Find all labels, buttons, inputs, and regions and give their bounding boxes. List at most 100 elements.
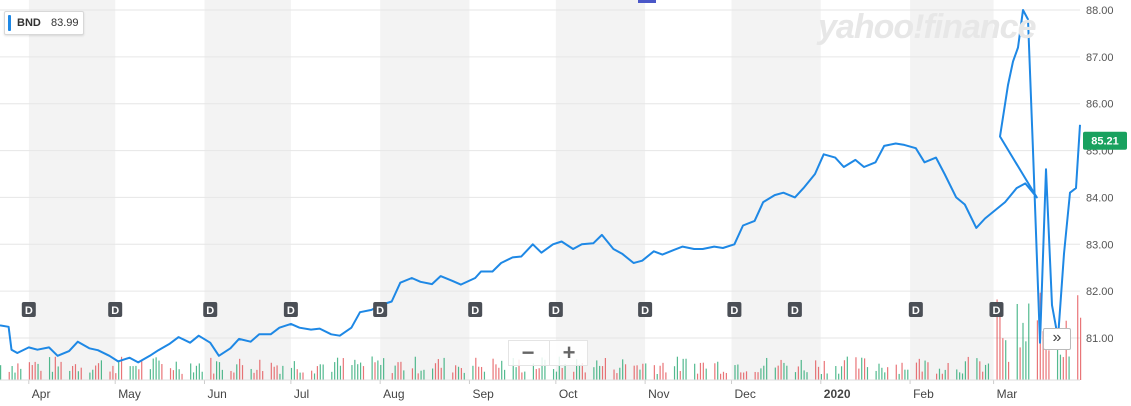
volume-bar <box>34 361 36 380</box>
dividend-marker-box <box>373 302 388 317</box>
y-tick-label: 86.00 <box>1086 99 1114 111</box>
volume-bar <box>979 361 981 380</box>
range-selector-marker[interactable] <box>638 0 656 3</box>
zoom-out-button[interactable]: − <box>521 340 535 365</box>
dividend-marker[interactable]: D <box>108 302 123 317</box>
volume-bar <box>846 356 848 380</box>
volume-bar <box>1062 357 1064 380</box>
dividend-marker[interactable]: D <box>989 302 1004 317</box>
dividend-marker-label: D <box>471 305 479 317</box>
volume-bar <box>161 364 163 380</box>
volume-bar <box>95 365 97 380</box>
volume-bar <box>40 370 42 380</box>
dividend-marker-box <box>727 302 742 317</box>
volume-bar <box>92 369 94 380</box>
dividend-marker-box <box>203 302 218 317</box>
volume-bar <box>259 359 261 380</box>
expand-chart-button[interactable]: » <box>1043 328 1071 350</box>
volume-bar <box>400 361 402 380</box>
volume-bar <box>996 299 998 380</box>
volume-bar <box>518 359 520 380</box>
volume-bar <box>377 360 379 380</box>
dividend-marker-box <box>548 302 563 317</box>
volume-bar <box>8 371 10 380</box>
volume-bar <box>907 369 909 380</box>
volume-bar <box>112 365 114 380</box>
dividend-marker[interactable]: D <box>283 302 298 317</box>
volume-bar <box>866 367 869 380</box>
volume-bar <box>1019 347 1021 380</box>
dividend-marker-box <box>21 302 36 317</box>
volume-bar <box>918 358 920 380</box>
volume-bar <box>823 360 825 380</box>
volume-bar <box>351 365 353 380</box>
volume-bar <box>757 372 759 380</box>
volume-bar <box>72 365 74 380</box>
dividend-marker-label: D <box>552 305 560 317</box>
volume-bar <box>118 361 120 380</box>
zoom-in-button[interactable]: + <box>549 341 588 365</box>
dividend-marker[interactable]: D <box>203 302 218 317</box>
volume-bar <box>947 363 949 380</box>
volume-bar <box>397 362 399 380</box>
volume-bar <box>740 372 742 380</box>
volume-bar <box>696 373 699 380</box>
dividend-marker[interactable]: D <box>468 302 483 317</box>
volume-bar <box>290 367 293 380</box>
volume-bar <box>633 365 635 380</box>
volume-bar <box>982 371 984 380</box>
volume-bar <box>334 362 336 380</box>
volume-bar <box>797 366 799 380</box>
month-band <box>28 0 116 380</box>
volume-bar <box>515 367 517 380</box>
volume-bar <box>336 357 339 380</box>
dividend-marker[interactable]: D <box>638 302 653 317</box>
volume-bar <box>815 360 817 380</box>
volume-bar <box>69 370 71 380</box>
volume-bar <box>599 365 601 380</box>
volume-bar <box>501 360 503 380</box>
series-color-swatch <box>8 15 11 31</box>
volume-bar <box>685 358 687 380</box>
volume-bar <box>639 369 641 380</box>
volume-bar <box>319 364 321 380</box>
volume-bar <box>175 361 177 380</box>
volume-bar <box>460 368 462 380</box>
volume-bar <box>129 366 131 380</box>
volume-bar <box>414 356 416 380</box>
dividend-marker[interactable]: D <box>373 302 388 317</box>
dividend-marker[interactable]: D <box>908 302 923 317</box>
volume-bar <box>1025 341 1027 380</box>
volume-bar <box>158 360 160 380</box>
volume-bar <box>420 370 422 380</box>
volume-bar <box>774 367 776 380</box>
x-tick-label: 2020 <box>824 387 851 401</box>
dividend-marker[interactable]: D <box>727 302 742 317</box>
volume-bar <box>564 363 566 380</box>
volume-bar <box>394 365 396 380</box>
volume-bar <box>276 365 278 380</box>
dividend-marker[interactable]: D <box>21 302 36 317</box>
volume-bar <box>656 373 658 380</box>
volume-bar <box>745 371 748 380</box>
volume-bar <box>360 362 362 380</box>
volume-bar <box>682 358 684 380</box>
volume-bar <box>97 363 100 380</box>
series-legend[interactable]: BND 83.99 <box>4 11 84 35</box>
volume-bar <box>999 314 1001 380</box>
volume-bar <box>178 369 180 380</box>
month-band <box>204 0 291 380</box>
volume-bar <box>843 360 846 380</box>
dividend-marker-box <box>283 302 298 317</box>
volume-bar <box>115 373 117 380</box>
volume-bar <box>544 359 546 380</box>
volume-bar <box>826 373 828 380</box>
y-tick-label: 84.00 <box>1086 192 1114 204</box>
dividend-marker[interactable]: D <box>548 302 563 317</box>
y-tick-label: 82.00 <box>1086 286 1114 298</box>
dividend-marker[interactable]: D <box>787 302 802 317</box>
volume-bar <box>1002 338 1004 380</box>
price-line <box>0 9 1081 364</box>
month-band <box>380 0 470 380</box>
